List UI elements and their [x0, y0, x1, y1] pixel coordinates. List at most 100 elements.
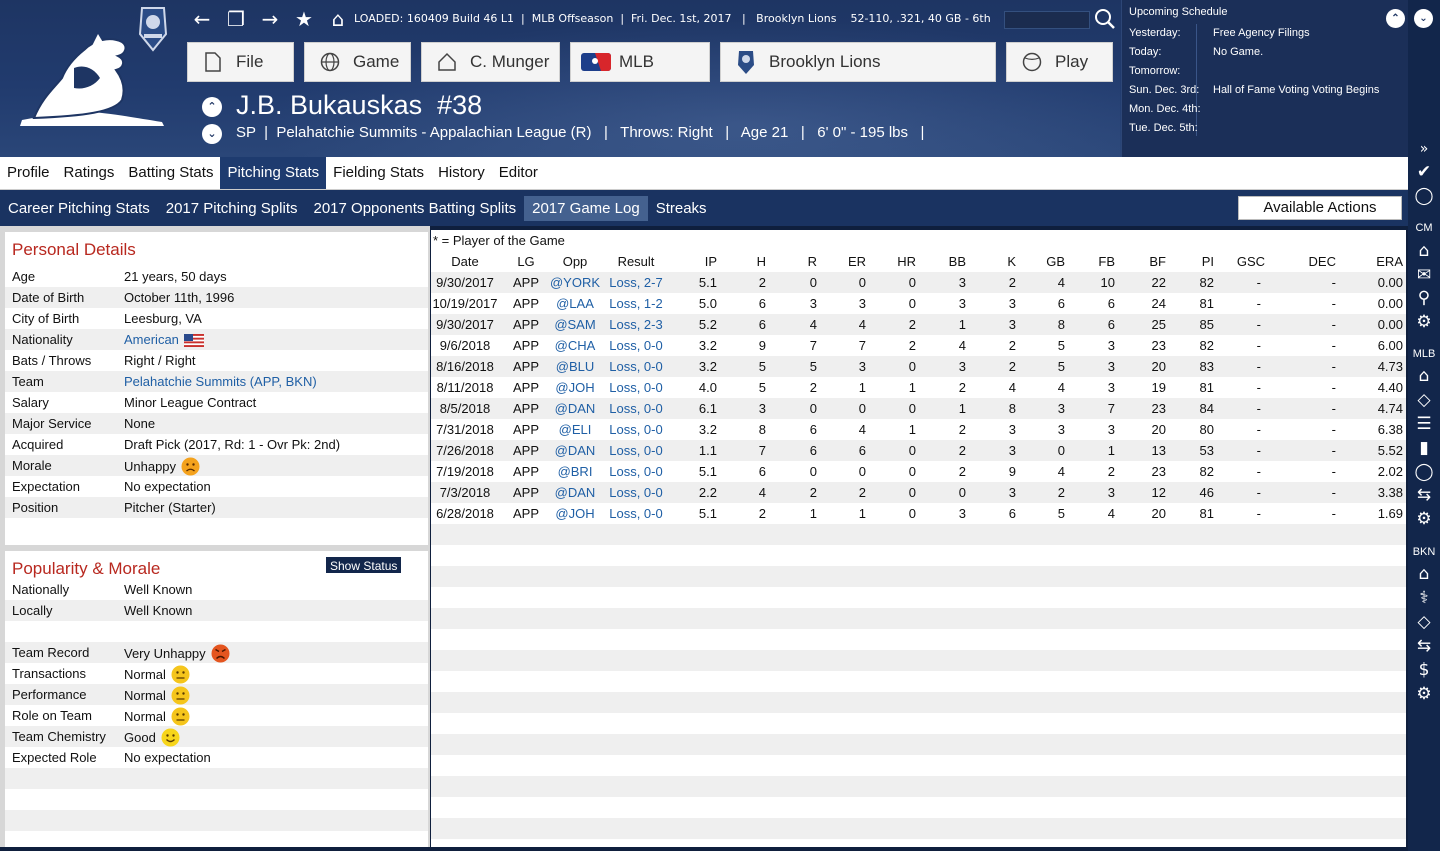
copy-icon[interactable]: ❐ [227, 7, 245, 31]
cell-result[interactable]: Loss, 0-0 [609, 338, 663, 353]
cell-opponent[interactable]: @JOH [555, 380, 595, 395]
subtab-streaks[interactable]: Streaks [655, 199, 707, 217]
home-sidebar-icon[interactable]: ⌂ [1418, 241, 1430, 261]
home-icon[interactable]: ⌂ [331, 7, 345, 31]
detail-row: Salary Minor League Contract [12, 395, 257, 410]
cell-opponent[interactable]: @JOH [555, 506, 595, 521]
play-menu-button[interactable]: Play [1006, 42, 1113, 82]
back-arrow-icon[interactable]: ← [193, 7, 211, 31]
subtab-opponents-splits[interactable]: 2017 Opponents Batting Splits [313, 199, 517, 217]
schedule-down-button[interactable]: ⌄ [1414, 9, 1433, 28]
team-link[interactable]: Pelahatchie Summits (APP, BKN) [124, 374, 317, 389]
cell-opponent[interactable]: @DAN [554, 401, 596, 416]
tab-profile[interactable]: Profile [7, 164, 50, 181]
subtab-pitching-splits[interactable]: 2017 Pitching Splits [165, 199, 298, 217]
cell-result[interactable]: Loss, 0-0 [609, 401, 663, 416]
nationality-link[interactable]: American [124, 332, 179, 347]
show-status-button[interactable]: Show Status [325, 556, 403, 574]
cell-opponent[interactable]: @DAN [554, 443, 596, 458]
mlb-menu-button[interactable]: MLB [570, 42, 710, 82]
transfer-icon[interactable]: ⇆ [1416, 485, 1432, 505]
dollar-icon[interactable]: $ [1418, 660, 1430, 680]
bkn-transfer-icon[interactable]: ⇆ [1416, 636, 1432, 656]
player-team-link[interactable]: Pelahatchie Summits - Appalachian League… [276, 124, 592, 141]
forward-arrow-icon[interactable]: → [261, 7, 279, 31]
search-input[interactable] [1004, 11, 1090, 29]
column-header-decision[interactable]: DEC [1308, 254, 1336, 269]
stethoscope-icon[interactable]: ⚕ [1419, 588, 1429, 608]
cell-result[interactable]: Loss, 0-0 [609, 485, 663, 500]
file-menu-button[interactable]: File [187, 42, 294, 82]
column-header-batters-faced[interactable]: BF [1149, 254, 1166, 269]
cell-result[interactable]: Loss, 2-7 [609, 275, 663, 290]
column-header-earned-runs[interactable]: ER [847, 254, 866, 269]
star-icon[interactable]: ★ [295, 7, 313, 31]
bar-chart-icon[interactable]: ▮ [1419, 438, 1429, 458]
news-icon[interactable]: ☰ [1416, 414, 1432, 434]
settings-icon[interactable]: ⚙ [1416, 312, 1432, 332]
ball-icon[interactable]: ◯ [1414, 462, 1434, 482]
column-header-hits[interactable]: H [756, 254, 766, 269]
column-header-fly-balls[interactable]: FB [1098, 254, 1115, 269]
cell-opponent[interactable]: @LAA [556, 296, 594, 311]
cell-opponent[interactable]: @BLU [555, 359, 595, 374]
column-header-opponent[interactable]: Opp [562, 254, 588, 269]
tab-batting-stats[interactable]: Batting Stats [128, 164, 214, 181]
subtab-game-log[interactable]: 2017 Game Log [524, 195, 648, 221]
column-header-ip[interactable]: IP [704, 254, 717, 269]
cell-result[interactable]: Loss, 1-2 [609, 296, 663, 311]
column-header-strikeouts[interactable]: K [1007, 254, 1016, 269]
column-header-result[interactable]: Result [617, 254, 655, 269]
cell-result[interactable]: Loss, 0-0 [609, 359, 663, 374]
expand-icon[interactable]: » [1419, 141, 1429, 157]
available-actions-button[interactable]: Available Actions [1238, 196, 1402, 220]
mail-icon[interactable]: ✉ [1416, 265, 1432, 285]
diamond-icon[interactable]: ◇ [1417, 390, 1431, 410]
mlb-settings-icon[interactable]: ⚙ [1416, 509, 1432, 529]
column-header-home-runs[interactable]: HR [897, 254, 916, 269]
tab-ratings[interactable]: Ratings [63, 164, 115, 181]
bkn-home-icon[interactable]: ⌂ [1418, 564, 1430, 584]
check-circle-icon[interactable]: ✔ [1416, 162, 1432, 182]
tab-editor[interactable]: Editor [498, 164, 538, 181]
cell-opponent[interactable]: @BRI [557, 464, 593, 479]
column-header-date[interactable]: Date [451, 254, 479, 269]
cell-strikeouts: 9 [1008, 464, 1016, 479]
cell-result[interactable]: Loss, 2-3 [609, 317, 663, 332]
cell-result[interactable]: Loss, 0-0 [609, 443, 663, 458]
cell-opponent[interactable]: @YORK [549, 275, 601, 290]
bkn-diamond-icon[interactable]: ◇ [1417, 612, 1431, 632]
mlb-home-icon[interactable]: ⌂ [1418, 366, 1430, 386]
cell-era: 0.00 [1377, 317, 1403, 332]
globe-sidebar-icon[interactable]: ◯ [1414, 186, 1434, 206]
column-header-league[interactable]: LG [517, 254, 535, 269]
cell-result[interactable]: Loss, 0-0 [609, 380, 663, 395]
cell-opponent[interactable]: @ELI [558, 422, 592, 437]
tab-history[interactable]: History [438, 164, 485, 181]
next-player-button[interactable]: ⌄ [202, 124, 222, 144]
column-header-game-score[interactable]: GSC [1236, 254, 1265, 269]
schedule-up-button[interactable]: ⌃ [1386, 9, 1405, 28]
column-header-pitches[interactable]: PI [1201, 254, 1214, 269]
cell-opponent[interactable]: @SAM [554, 317, 596, 332]
game-log-row: 9/30/2017 APP @SAM Loss, 2-3 5.2 6 4 4 2 1 3 8 6 25 85… [431, 314, 1406, 335]
subtab-career-pitching[interactable]: Career Pitching Stats [8, 199, 150, 217]
column-header-walks[interactable]: BB [948, 254, 966, 269]
bkn-settings-icon[interactable]: ⚙ [1416, 684, 1432, 704]
cell-result[interactable]: Loss, 0-0 [609, 464, 663, 479]
tab-fielding-stats[interactable]: Fielding Stats [333, 164, 425, 181]
column-header-runs[interactable]: R [807, 254, 817, 269]
cell-opponent[interactable]: @CHA [554, 338, 596, 353]
previous-player-button[interactable]: ⌃ [202, 97, 222, 117]
search-icon[interactable] [1094, 8, 1116, 30]
column-header-ground-balls[interactable]: GB [1046, 254, 1065, 269]
cell-opponent[interactable]: @DAN [554, 485, 596, 500]
cell-result[interactable]: Loss, 0-0 [609, 422, 663, 437]
game-menu-button[interactable]: Game [304, 42, 411, 82]
manager-menu-button[interactable]: C. Munger [421, 42, 560, 82]
cell-result[interactable]: Loss, 0-0 [609, 506, 663, 521]
search-sidebar-icon[interactable]: ⚲ [1417, 288, 1431, 308]
team-menu-button[interactable]: Brooklyn Lions [720, 42, 996, 82]
tab-pitching-stats[interactable]: Pitching Stats [220, 157, 327, 189]
column-header-era[interactable]: ERA [1376, 254, 1403, 269]
